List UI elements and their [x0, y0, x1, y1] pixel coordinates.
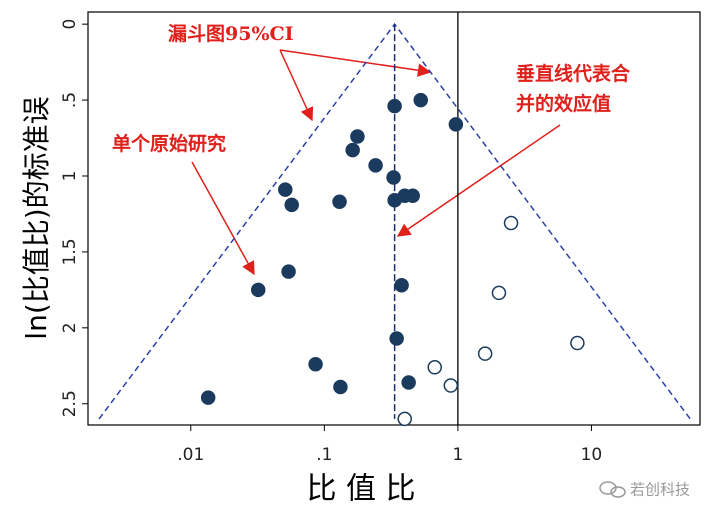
study-point [491, 285, 507, 301]
x-tick-label: 10 [581, 445, 603, 465]
annotation: 漏斗图95%CI [168, 23, 294, 45]
y-tick-label: 1 [60, 171, 80, 182]
annotation: 并的效应值 [516, 92, 611, 115]
annotation: 垂直线代表合 [516, 62, 631, 85]
study-point [401, 375, 416, 390]
study-point [387, 193, 402, 208]
study-point [413, 92, 428, 108]
y-tick-label: 0 [60, 19, 80, 30]
study-point [281, 264, 296, 279]
study-point [333, 379, 348, 395]
study-point [278, 182, 293, 197]
annotation: 单个原始研究 [112, 132, 226, 155]
study-point [405, 188, 420, 203]
study-point [368, 158, 383, 173]
watermark-icon [599, 481, 626, 498]
y-axis-title: ln(比值比)的标准误 [20, 96, 53, 339]
y-tick-label: .5 [60, 92, 80, 108]
study-point [427, 360, 442, 375]
x-axis-title: 比 值 比 [306, 472, 415, 507]
study-point [389, 331, 404, 346]
study-point [394, 278, 409, 293]
study-point [448, 117, 464, 132]
y-tick-label: 1.5 [60, 238, 80, 265]
study-point [503, 215, 519, 231]
study-point [332, 194, 347, 210]
study-point [570, 335, 585, 351]
y-tick-label: 2.5 [60, 390, 80, 417]
x-tick-label: 1 [452, 445, 463, 465]
x-tick-label: .01 [177, 445, 204, 465]
x-tick-label: .1 [316, 445, 332, 465]
study-point [477, 346, 493, 361]
study-point [345, 142, 360, 158]
study-point [284, 197, 299, 213]
study-point [200, 390, 216, 405]
annotation-arrows [191, 49, 561, 276]
study-point [387, 98, 402, 114]
study-point [397, 411, 412, 427]
y-tick-label: 2 [60, 322, 80, 333]
study-point [386, 170, 401, 185]
study-point [308, 357, 323, 372]
study-point [250, 282, 266, 298]
watermark: 若创科技 [630, 481, 690, 499]
study-point [350, 129, 365, 144]
study-point [443, 378, 459, 393]
